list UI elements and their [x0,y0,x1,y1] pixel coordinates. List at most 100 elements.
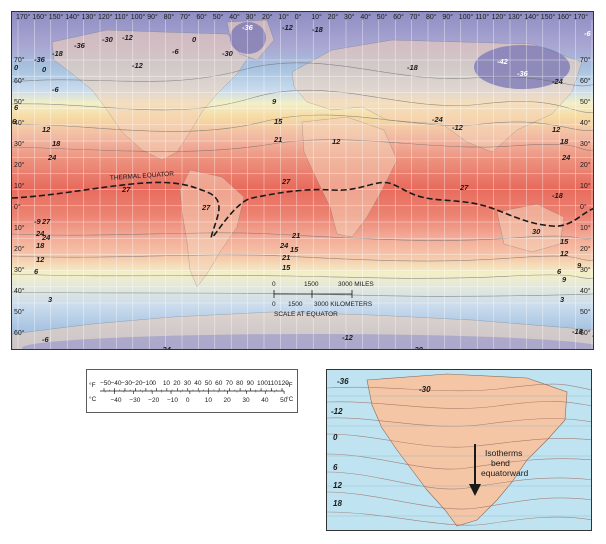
latitude-label-right: 60° [580,329,591,337]
isotherm-value: -36 [34,55,46,64]
siberia-cold-core [474,45,570,89]
longitude-label: 70° [180,13,191,21]
isotherm-value: 0 [192,35,197,44]
isotherm-value: 18 [560,137,569,146]
isotherm-value: 6 [12,117,17,126]
longitude-label: 60° [393,13,404,21]
australia [496,203,565,253]
fahrenheit-tick-label: −20 [131,380,142,387]
isotherm-value: -24 [432,115,444,124]
isotherm-value: 9 [272,97,277,106]
temperature-conversion-scale: °F °F °C °C −50 −40 −30 −20 −10 0 10 20 30 40 50 60… [86,369,298,413]
isotherm-value: 12 [560,249,569,258]
north-america-inset-map: -36 -30 -12 0 6 12 18 Isotherms bend equatorwa… [326,369,592,531]
longitude-label: 20° [328,13,339,21]
isotherm-value: 12 [332,137,341,146]
fahrenheit-unit-left: °F [89,381,96,389]
isotherm-value: 27 [41,217,51,226]
isotherm-value: 24 [47,153,57,162]
celsius-ticks: −40 −30 −20 −10 0 10 20 30 40 50 [104,391,288,404]
latitude-label-left: 20° [14,245,25,253]
fahrenheit-tick-label: 100 [257,380,268,387]
isotherm-value: -30 [222,49,234,58]
fahrenheit-tick-label: 60 [215,380,223,387]
callout-line-1: Isotherms [485,448,522,458]
isotherm-value: -6 [52,85,59,94]
isotherm-value: -42 [497,57,509,66]
celsius-tick-label: −10 [167,397,178,404]
celsius-tick-label: 40 [261,397,269,404]
isotherm-value: -18 [552,191,564,200]
celsius-tick-label: 50 [280,397,288,404]
isotherm-value: 6 [557,267,562,276]
fahrenheit-tick-label: −10 [142,380,153,387]
isotherm-value: -12 [342,333,354,342]
isotherm-value: 0 [42,65,47,74]
isotherm-value: 21 [291,231,300,240]
longitude-label: 90° [442,13,453,21]
latitude-label-left: 0° [14,203,21,211]
graticule [12,20,593,349]
south-america [179,169,245,288]
longitude-label: 110° [475,13,489,21]
longitude-label: 110° [114,13,128,21]
inset-isotherm-lines [327,383,591,526]
latitude-label-right: 10° [580,182,591,190]
latitude-label-right: 40° [580,287,591,295]
latitude-labels-left: 70°60°50°40°30°20°10°0°10°20°30°40°50°60… [14,56,25,337]
latitude-label-left: 70° [14,56,25,64]
celsius-unit-right: °C [286,395,294,403]
fahrenheit-tick-label: 80 [236,380,244,387]
celsius-tick-label: 20 [224,397,232,404]
inset-isotherm-value: 0 [333,433,338,442]
isotherm-value: 3 [48,295,53,304]
isotherm-value: 6 [14,103,19,112]
latitude-label-left: 10° [14,182,25,190]
fahrenheit-unit-right: °F [286,381,293,389]
isotherm-value: 18 [36,241,45,250]
latitude-label-right: 50° [580,308,591,316]
thermal-equator-label: THERMAL EQUATOR [110,171,175,182]
isotherm-value: 6 [34,267,39,276]
latitude-label-right: 60° [580,77,591,85]
isotherm-value: 15 [560,237,569,246]
greenland-cold-core [230,22,266,54]
longitude-label: 130° [82,13,97,21]
latitude-label-right: 30° [580,266,591,274]
isotherm-value: -24 [552,77,564,86]
latitude-label-right: 30° [580,140,591,148]
latitude-label-right: 40° [580,119,591,127]
latitude-label-left: 50° [14,98,25,106]
isotherm-value: -6 [592,331,594,340]
longitude-label: 30° [344,13,355,21]
isotherm-value: 24 [41,233,51,242]
isotherm-value: -12 [282,23,294,32]
isotherm-value: 15 [282,263,291,272]
longitude-labels: 170° 160° 150° 140° 130° 120° 110° 100° 90° 80° 70… [16,13,588,21]
fahrenheit-tick-label: 0 [152,380,156,387]
latitude-label-right: 70° [580,56,591,64]
isotherm-value: 27 [281,177,291,186]
longitude-label: 60° [196,13,207,21]
fahrenheit-tick-label: 10 [163,380,171,387]
scale-miles-3000: 3000 MILES [338,281,374,288]
latitude-label-right: 50° [580,98,591,106]
fahrenheit-tick-label: 90 [247,380,255,387]
longitude-label: 10° [311,13,322,21]
longitude-label: 100° [459,13,474,21]
longitude-label: 30° [246,13,257,21]
inset-isotherm-value: -30 [419,385,431,394]
celsius-tick-label: −20 [148,397,159,404]
isotherm-value: -6 [42,335,49,344]
longitude-label: 80° [164,13,175,21]
antarctica-cold-band [22,334,593,349]
isotherm-value: -30 [102,35,114,44]
map-scale: 0 1500 3000 MILES 0 1500 3000 KILOMETERS… [272,281,374,318]
fahrenheit-ticks: −50 −40 −30 −20 −10 0 10 20 30 40 50 60 70 80 90 100 110… [100,380,289,391]
celsius-tick-label: 10 [205,397,213,404]
latitude-label-right: 0° [580,203,587,211]
isotherm-value: -36 [517,69,529,78]
isotherm-value: -18 [407,63,419,72]
latitude-label-left: 40° [14,119,25,127]
